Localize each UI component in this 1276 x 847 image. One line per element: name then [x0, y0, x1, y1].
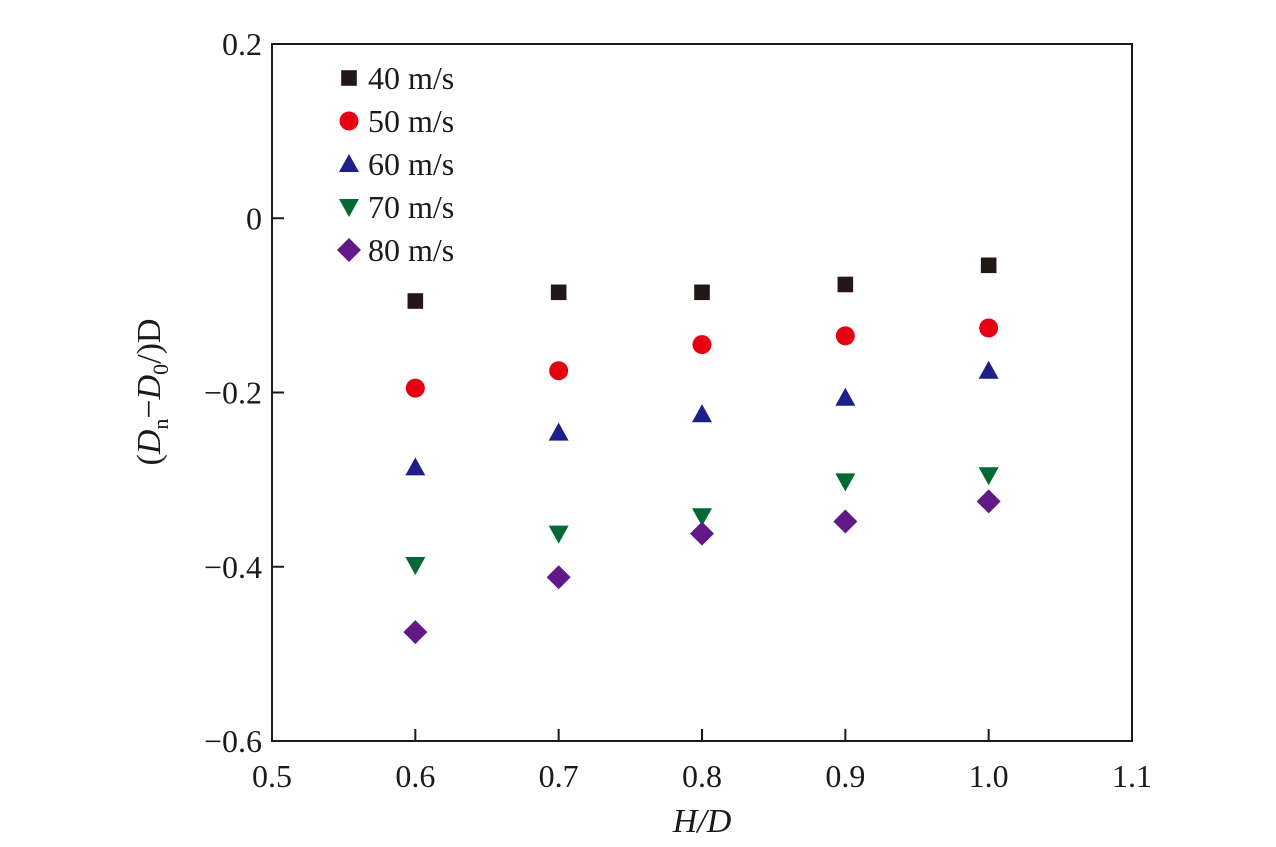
x-tick-label: 1.0	[969, 758, 1009, 794]
legend-label: 70 m/s	[368, 189, 454, 225]
y-tick-label: −0.6	[204, 723, 262, 759]
data-point	[548, 422, 569, 441]
data-point	[978, 467, 999, 486]
x-tick-label: 0.5	[252, 758, 292, 794]
data-point	[405, 457, 426, 476]
x-axis-title: H/D	[672, 803, 732, 840]
y-axis-title-sub1: n	[148, 419, 173, 430]
legend-label: 60 m/s	[368, 146, 454, 182]
data-point	[403, 620, 428, 645]
data-point	[690, 521, 714, 546]
y-axis-title-minus: −	[131, 399, 168, 418]
legend-marker	[339, 199, 359, 217]
data-point	[694, 284, 710, 301]
legend-label: 80 m/s	[368, 232, 454, 268]
data-point	[837, 276, 854, 293]
y-axis-title-d2: D	[131, 374, 168, 400]
y-tick-label: 0.2	[222, 26, 262, 62]
y-axis-title-open: (	[131, 454, 168, 465]
data-point	[549, 361, 569, 381]
y-axis-title-d1: D	[131, 429, 168, 455]
data-point	[835, 473, 856, 492]
axes: 0.5 0.6 0.7 0.8 0.9 1.0 1.1 0.2 0 −0.2 −0.4 −0.6	[204, 26, 1152, 794]
data-point	[550, 284, 567, 301]
legend-marker	[339, 154, 359, 172]
x-tick-label: 0.8	[682, 758, 722, 794]
data-points	[403, 257, 1001, 645]
x-tick-label: 1.1	[1112, 758, 1152, 794]
data-point	[692, 508, 712, 527]
data-point	[979, 318, 999, 338]
data-point	[548, 525, 569, 544]
y-tick-label: −0.2	[204, 375, 262, 411]
data-point	[405, 378, 425, 398]
data-point	[833, 509, 858, 534]
data-point	[980, 257, 997, 274]
data-point	[407, 293, 424, 309]
legend-marker	[341, 70, 357, 86]
data-point	[405, 557, 426, 576]
legend-marker	[339, 111, 359, 131]
y-axis-title-sub2: 0	[148, 364, 173, 375]
legend-marker	[337, 238, 361, 262]
y-tick-label: 0	[246, 200, 262, 236]
legend-label: 40 m/s	[368, 60, 454, 96]
x-tick-label: 0.9	[825, 758, 865, 794]
data-point	[978, 360, 999, 379]
y-axis-title-close: /)D	[131, 319, 168, 364]
data-point	[976, 489, 1001, 514]
x-tick-label: 0.7	[539, 758, 579, 794]
y-axis-title: (Dn−D0/)D	[131, 319, 173, 466]
data-point	[835, 326, 855, 346]
legend: 40 m/s 50 m/s 60 m/s 70 m/s 80 m/s	[337, 60, 454, 268]
data-point	[546, 565, 571, 590]
data-point	[835, 387, 856, 406]
data-point	[692, 335, 712, 355]
data-point	[692, 404, 712, 423]
legend-label: 50 m/s	[368, 103, 454, 139]
y-tick-label: −0.4	[204, 549, 262, 585]
x-tick-label: 0.6	[395, 758, 435, 794]
